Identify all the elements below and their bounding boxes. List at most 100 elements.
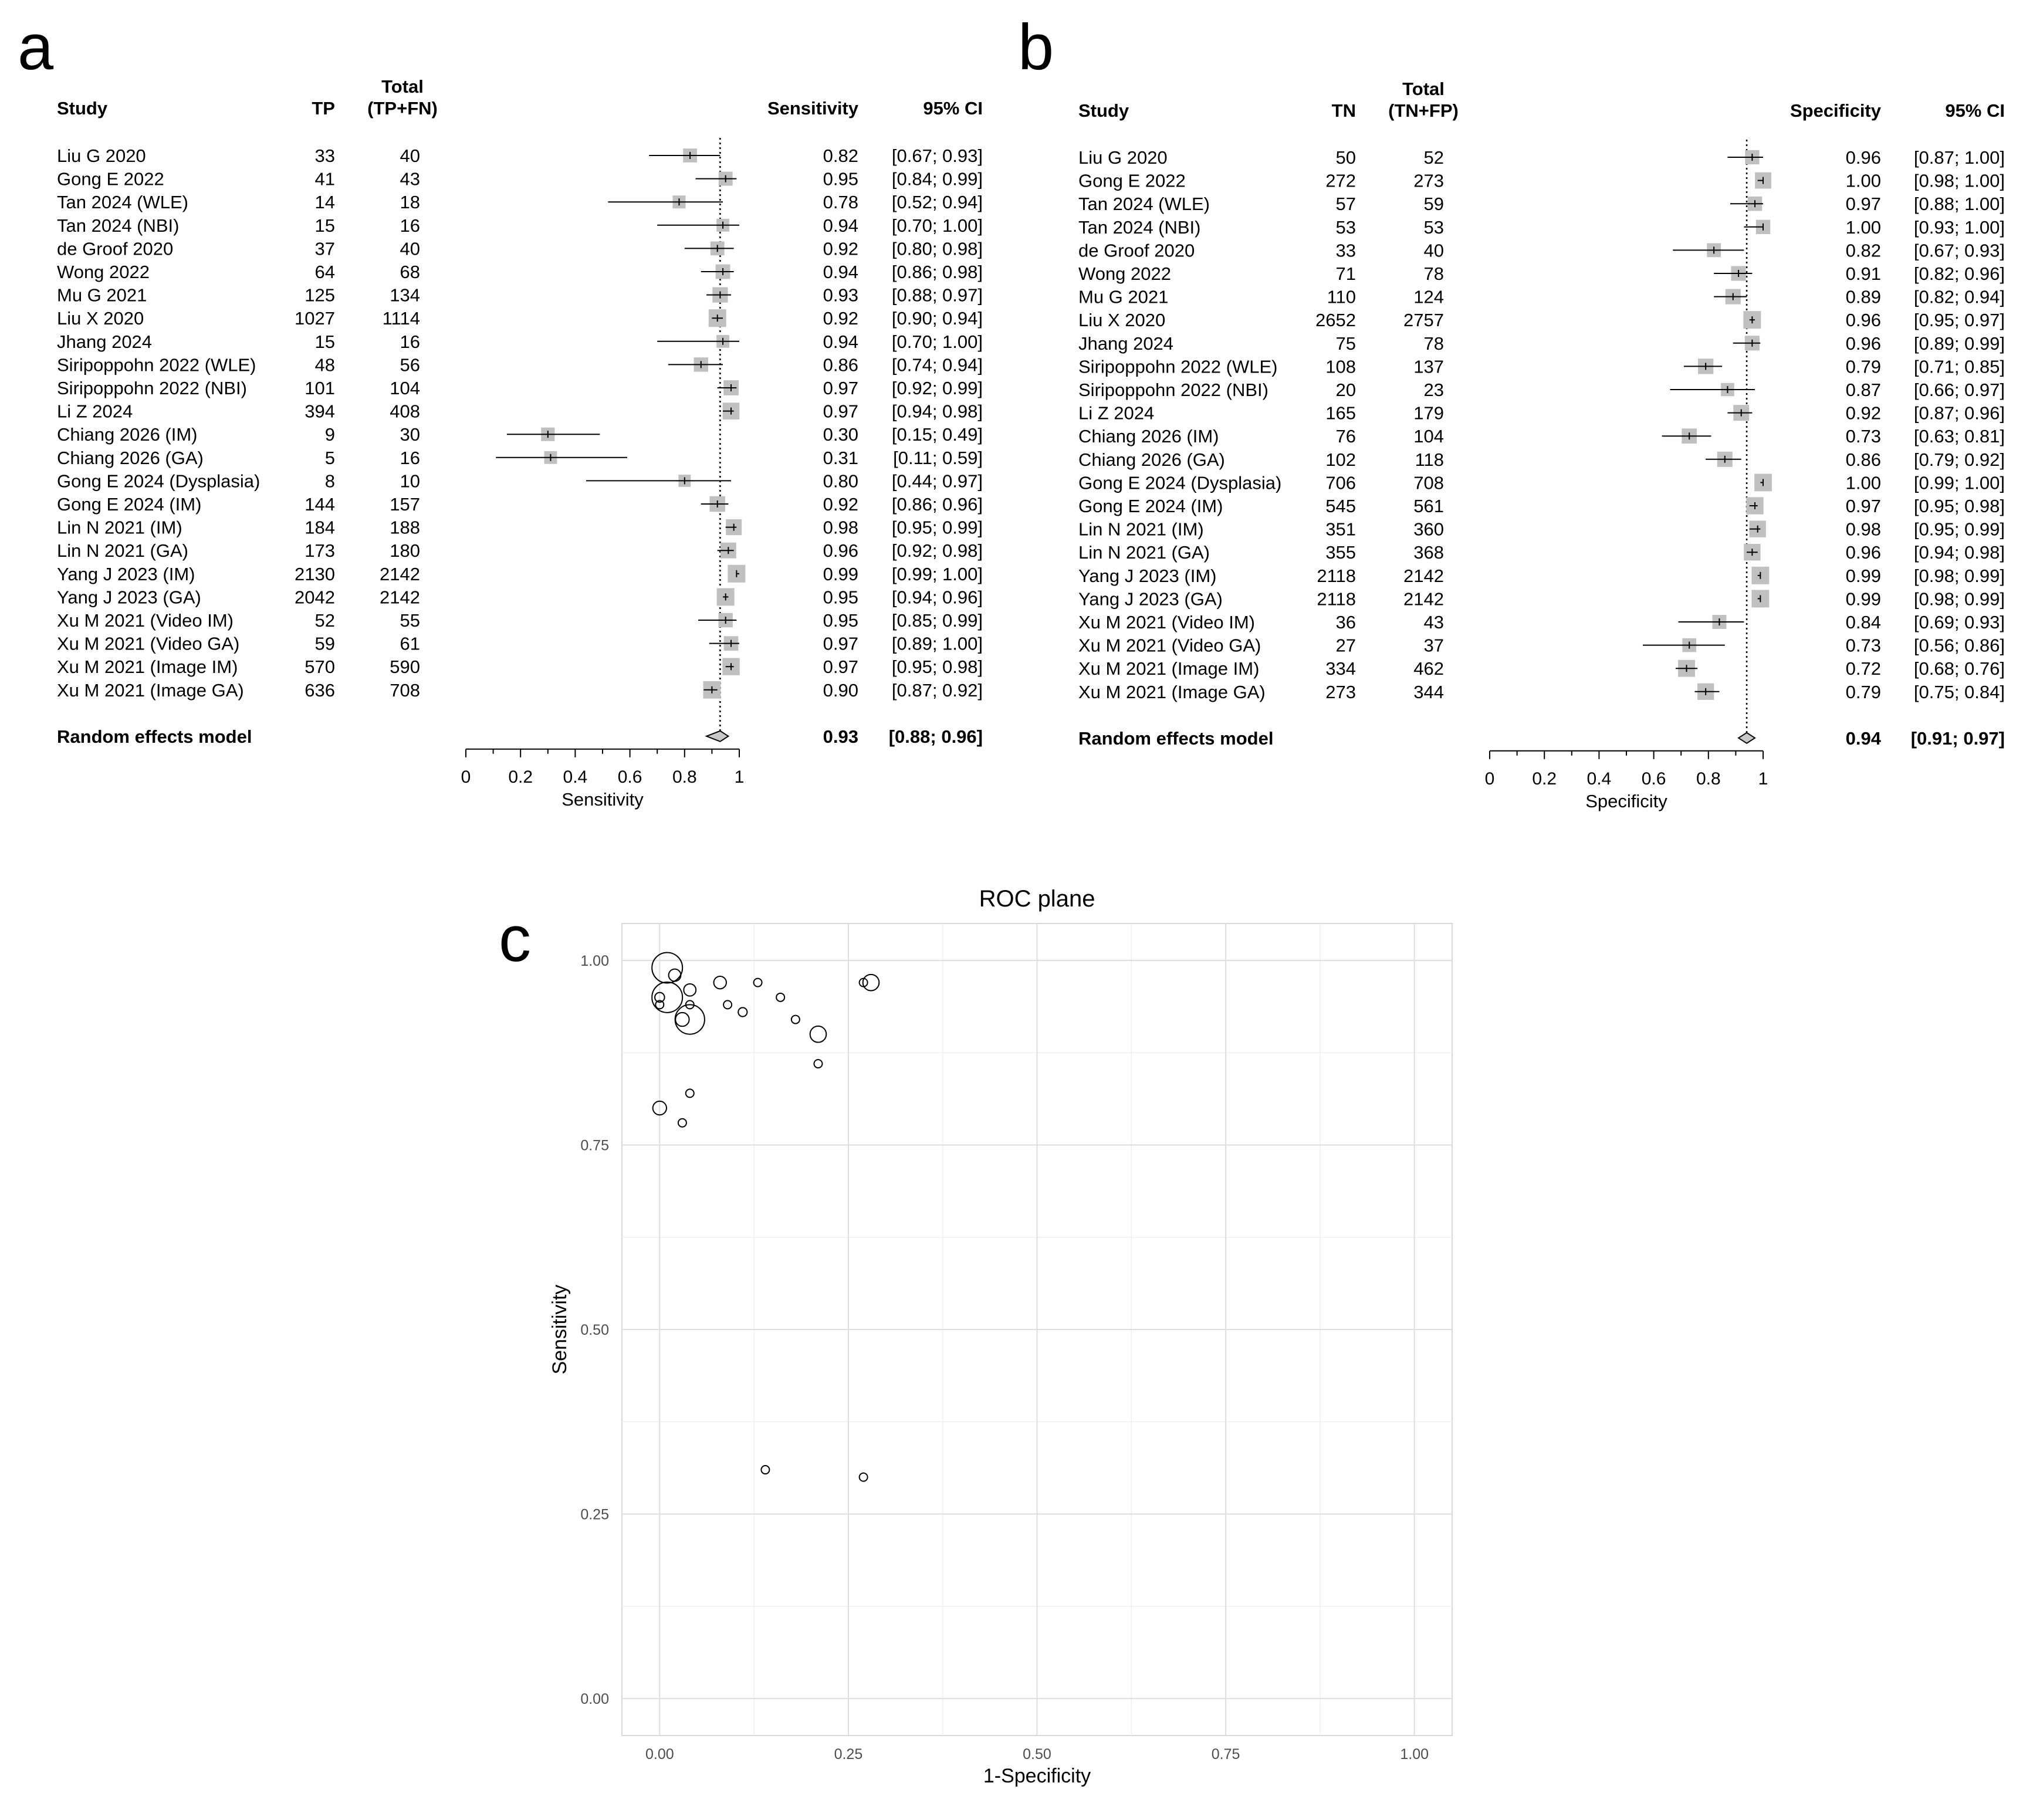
count-value: 5	[325, 448, 335, 468]
table-row: Xu M 2021 (Video IM) 52 55 0.95 [0.85; 0.99]	[57, 610, 983, 631]
estimate-value: 0.86	[1846, 449, 1881, 470]
count-value: 64	[315, 262, 335, 282]
study-name: Lin N 2021 (GA)	[57, 540, 188, 561]
count-value: 48	[315, 354, 335, 375]
study-name: Xu M 2021 (Image GA)	[57, 680, 244, 701]
ci-value: [0.94; 0.96]	[892, 587, 983, 607]
estimate-value: 0.95	[823, 169, 858, 190]
total-value: 30	[400, 424, 420, 445]
total-value: 590	[390, 657, 420, 677]
total-value: 40	[1424, 240, 1444, 261]
axis-tick-label: 0.2	[1532, 769, 1557, 789]
study-name: Chiang 2026 (IM)	[1078, 426, 1219, 446]
study-name: Yang J 2023 (GA)	[57, 587, 201, 607]
total-value: 68	[400, 262, 420, 282]
total-value: 43	[400, 169, 420, 190]
count-value: 144	[305, 494, 335, 515]
count-value: 2118	[1317, 588, 1356, 609]
x-tick-label: 0.50	[1023, 1746, 1051, 1763]
study-name: Xu M 2021 (Image IM)	[1078, 658, 1259, 679]
study-name: Wong 2022	[1078, 263, 1171, 284]
ci-value: [0.84; 0.99]	[892, 169, 983, 190]
count-value: 2118	[1317, 566, 1356, 586]
ci-value: [0.98; 0.99]	[1914, 588, 2005, 609]
estimate-value: 0.99	[823, 564, 858, 584]
total-value: 118	[1415, 449, 1444, 470]
ci-value: [0.88; 1.00]	[1914, 194, 2005, 214]
study-name: Xu M 2021 (Image IM)	[57, 657, 238, 677]
ci-value: [0.63; 0.81]	[1914, 426, 2005, 446]
count-value: 57	[1336, 194, 1356, 214]
table-row: Mu G 2021 110 124 0.89 [0.82; 0.94]	[1078, 287, 2005, 307]
ci-value: [0.92; 0.98]	[892, 540, 983, 561]
study-name: Gong E 2024 (Dysplasia)	[57, 471, 260, 491]
axis-tick-label: 0.2	[508, 767, 533, 787]
chart-title: ROC plane	[979, 886, 1095, 912]
ci-value: [0.95; 0.97]	[1914, 310, 2005, 330]
estimate-value: 0.87	[1846, 380, 1881, 400]
estimate-value: 0.99	[1846, 566, 1881, 586]
total-value: 344	[1413, 682, 1444, 702]
estimate-value: 0.94	[823, 331, 858, 352]
axis-tick-label: 0.6	[1642, 769, 1666, 789]
ci-value: [0.87; 0.92]	[892, 680, 983, 701]
table-row: Li Z 2024 394 408 0.97 [0.94; 0.98]	[57, 401, 983, 422]
count-value: 125	[305, 285, 335, 306]
table-row: Xu M 2021 (Video IM) 36 43 0.84 [0.69; 0.93]	[1078, 612, 2005, 632]
table-row: Gong E 2022 41 43 0.95 [0.84; 0.99]	[57, 169, 983, 190]
estimate-value: 0.93	[823, 285, 858, 306]
study-name: Xu M 2021 (Video GA)	[57, 634, 239, 654]
estimate-value: 0.96	[1846, 542, 1881, 563]
count-value: 9	[325, 424, 335, 445]
pooled-row: Random effects model 0.94 [0.91; 0.97]	[1078, 728, 2005, 749]
study-point	[683, 983, 697, 997]
count-value: 20	[1336, 380, 1356, 400]
ci-value: [0.95; 0.99]	[892, 517, 983, 538]
study-name: Liu X 2020	[57, 308, 144, 329]
axis-tick-label: 0.8	[1696, 769, 1721, 789]
ci-value: [0.98; 0.99]	[1914, 566, 2005, 586]
study-name: Gong E 2024 (Dysplasia)	[1078, 472, 1281, 493]
header-total-sub: (TN+FP)	[1388, 100, 1459, 121]
total-value: 16	[400, 448, 420, 468]
table-row: Gong E 2024 (IM) 545 561 0.97 [0.95; 0.98]	[1078, 496, 2005, 516]
estimate-value: 0.97	[823, 401, 858, 422]
header-estimate: Specificity	[1790, 100, 1882, 121]
axis-tick-label: 0	[1485, 769, 1495, 789]
estimate-value: 0.96	[1846, 310, 1881, 330]
total-value: 10	[400, 471, 420, 491]
study-name: Gong E 2022	[1078, 171, 1186, 191]
total-value: 43	[1424, 612, 1444, 632]
total-value: 462	[1413, 658, 1444, 679]
pooled-estimate: 0.94	[1846, 728, 1882, 749]
count-value: 75	[1336, 333, 1356, 354]
table-row: Liu G 2020 33 40 0.82 [0.67; 0.93]	[57, 146, 983, 166]
estimate-value: 0.78	[823, 192, 858, 212]
estimate-value: 0.94	[823, 262, 858, 282]
study-name: Yang J 2023 (GA)	[1078, 588, 1223, 609]
table-row: Gong E 2022 272 273 1.00 [0.98; 1.00]	[1078, 171, 2005, 191]
estimate-value: 0.94	[823, 215, 858, 236]
total-value: 104	[1413, 426, 1444, 446]
total-value: 360	[1413, 519, 1444, 540]
total-value: 40	[400, 238, 420, 259]
count-value: 2042	[295, 587, 335, 607]
table-row: Yang J 2023 (GA) 2042 2142 0.95 [0.94; 0.96]	[57, 587, 983, 607]
total-value: 37	[1424, 635, 1444, 656]
axis-tick-label: 0.8	[672, 767, 697, 787]
estimate-value: 0.98	[823, 517, 858, 538]
count-value: 52	[315, 610, 335, 631]
ci-value: [0.99; 1.00]	[1914, 472, 2005, 493]
table-row: Gong E 2024 (Dysplasia) 706 708 1.00 [0.99; …	[1078, 472, 2005, 493]
ci-value: [0.99; 1.00]	[892, 564, 983, 584]
ci-value: [0.82; 0.96]	[1914, 263, 2005, 284]
estimate-value: 0.97	[823, 634, 858, 654]
table-row: de Groof 2020 33 40 0.82 [0.67; 0.93]	[1078, 240, 2005, 261]
table-row: Xu M 2021 (Image GA) 636 708 0.90 [0.87; 0.9…	[57, 680, 983, 701]
total-value: 61	[400, 634, 420, 654]
forest-plot-specificity: b Study TN Total(TN+FP) Specificity 95% CI Liu…	[1018, 11, 2005, 811]
study-point	[753, 977, 763, 987]
estimate-value: 0.98	[1846, 519, 1881, 540]
estimate-value: 0.72	[1846, 658, 1881, 679]
